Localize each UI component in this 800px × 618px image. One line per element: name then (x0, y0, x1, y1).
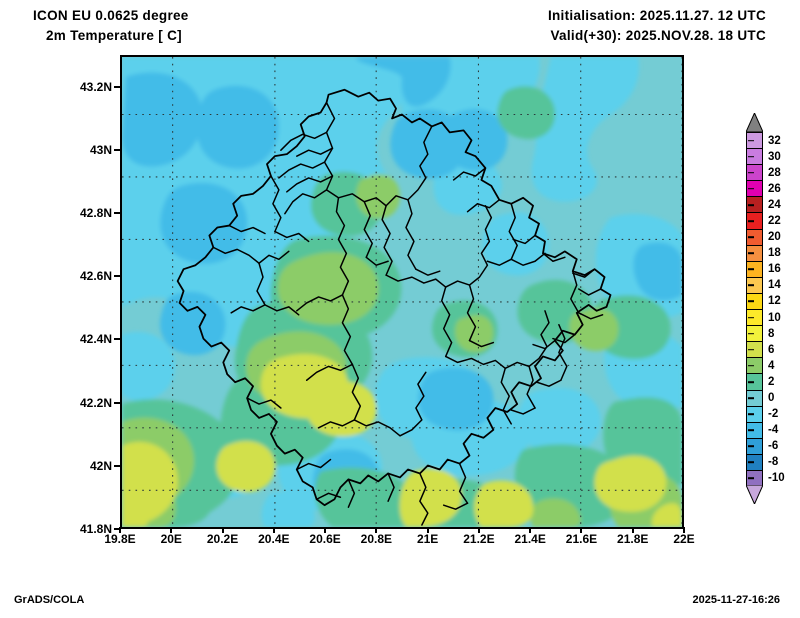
colorbar-band: 26 (746, 180, 781, 197)
colorbar-tick-label: 6 (768, 343, 775, 356)
colorbar-band: -4 (746, 421, 778, 438)
colorbar-tick-label: 20 (768, 231, 781, 244)
x-axis-tick-label: 20.4E (258, 532, 290, 546)
y-axis-tick-mark (114, 528, 120, 530)
render-timestamp: 2025-11-27-16:26 (692, 594, 780, 606)
colorbar-tick-label: 12 (768, 295, 781, 308)
initialisation-time: Initialisation: 2025.11.27. 12 UTC (547, 8, 766, 23)
colorbar-band: 22 (746, 212, 781, 229)
map-gridlines (122, 57, 682, 527)
x-axis-tick-mark (529, 527, 532, 533)
x-axis-tick-mark (683, 527, 685, 533)
y-axis-tick-mark (114, 401, 120, 404)
x-axis-tick-label: 21.4E (514, 532, 546, 546)
x-axis-tick-mark (170, 527, 173, 533)
colorbar-band: 16 (746, 260, 781, 277)
colorbar-tick-label: -10 (768, 472, 785, 485)
colorbar-band: -8 (746, 453, 778, 470)
colorbar-tick-label: 0 (768, 392, 775, 405)
colorbar-tick-label: 26 (768, 182, 781, 195)
colorbar-tick-label: -2 (768, 408, 779, 421)
temperature-contour-map (122, 57, 682, 527)
x-axis-tick-mark (426, 527, 429, 533)
map-plot-area[interactable] (120, 55, 684, 529)
y-axis-tick-mark (114, 85, 120, 88)
administrative-boundaries (176, 88, 612, 526)
y-axis-tick-label: 43.2N (79, 79, 112, 94)
x-axis-tick-mark (375, 527, 378, 533)
x-axis-tick-label: 20E (160, 532, 182, 546)
x-axis-tick-label: 20.6E (309, 532, 341, 546)
colorbar-tick-label: 30 (768, 150, 781, 163)
colorbar-band: 0 (746, 389, 774, 406)
colorbar-tick-label: 4 (768, 359, 775, 372)
colorbar-temperature-scale[interactable]: 32 30 28 26 24 22 20 18 16 14 12 10 8 6 4 2 0 -2 -4 -6 -8 -10 (746, 132, 785, 487)
colorbar-tick-label: 16 (768, 263, 781, 276)
y-axis-tick-mark (114, 212, 120, 214)
colorbar-tick-label: 14 (768, 279, 781, 292)
colorbar-band: 20 (746, 228, 781, 245)
y-axis-tick-mark (114, 148, 120, 151)
colorbar-tick-label: 24 (768, 198, 781, 211)
colorbar-band: 12 (746, 292, 781, 310)
colorbar-band: 32 (746, 132, 781, 149)
y-axis-tick-mark (114, 338, 120, 341)
colorbar-band: -10 (746, 469, 785, 487)
y-axis-tick-label: 42.6N (79, 269, 112, 284)
colorbar-band: 18 (746, 244, 781, 261)
x-axis-tick-mark (631, 527, 634, 533)
x-axis-tick-label: 22E (673, 532, 695, 546)
x-axis-tick-mark (272, 527, 275, 533)
x-axis-tick-label: 21E (416, 532, 439, 546)
colorbar-band: 14 (746, 276, 781, 293)
x-axis-tick-label: 20.2E (206, 532, 239, 546)
colorbar-tick-label: 32 (768, 134, 781, 147)
colorbar-overflow-arrow-bottom (746, 485, 763, 504)
model-title: ICON EU 0.0625 degree (33, 8, 189, 23)
colorbar-band: -2 (746, 405, 778, 422)
colorbar-band: 6 (746, 341, 774, 358)
y-axis-tick-label: 41.8N (79, 522, 112, 536)
x-axis-tick-label: 19.8E (104, 532, 136, 546)
colorbar-tick-label: 28 (768, 166, 781, 179)
y-axis-tick-label: 43N (89, 142, 112, 157)
colorbar-band: 30 (746, 148, 781, 165)
y-axis-tick-label: 42.8N (79, 206, 112, 220)
x-axis-tick-mark (477, 527, 480, 533)
colorbar-overflow-arrow-top (746, 113, 763, 132)
variable-title: 2m Temperature [ C] (46, 28, 182, 43)
colorbar-tick-label: 18 (768, 247, 781, 260)
x-axis-tick-mark (580, 527, 583, 533)
colorbar-tick-label: -8 (768, 456, 779, 469)
colorbar-band: 8 (746, 325, 774, 342)
colorbar-band: 24 (746, 196, 781, 213)
colorbar-tick-label: 8 (768, 327, 775, 340)
colorbar-tick-label: 2 (768, 375, 775, 388)
producer-credit: GrADS/COLA (14, 594, 85, 606)
y-axis-tick-label: 42.2N (79, 395, 112, 410)
colorbar-tick-label: 22 (768, 215, 781, 228)
x-axis-tick-label: 20.8E (360, 532, 393, 546)
y-axis-tick-mark (114, 275, 120, 278)
x-axis-tick-label: 21.6E (565, 532, 598, 546)
colorbar-band: 10 (746, 309, 781, 326)
x-axis-tick-mark (119, 527, 121, 533)
colorbar-tick-label: -6 (768, 440, 779, 453)
valid-time: Valid(+30): 2025.NOV.28. 18 UTC (550, 28, 766, 43)
colorbar-tick-label: 10 (768, 311, 781, 324)
colorbar-band: 28 (746, 164, 781, 181)
colorbar-tick-label: -4 (768, 424, 779, 437)
y-axis-tick-label: 42N (89, 458, 112, 473)
x-axis-tick-label: 21.2E (463, 532, 495, 546)
colorbar-band: -6 (746, 437, 778, 454)
y-axis-tick-mark (114, 464, 120, 467)
colorbar-band: 4 (746, 357, 774, 374)
colorbar-band: 2 (746, 373, 774, 390)
y-axis-tick-label: 42.4N (79, 332, 112, 347)
x-axis-tick-label: 21.8E (617, 532, 649, 546)
x-axis-tick-mark (221, 527, 224, 533)
x-axis-tick-mark (324, 527, 327, 533)
